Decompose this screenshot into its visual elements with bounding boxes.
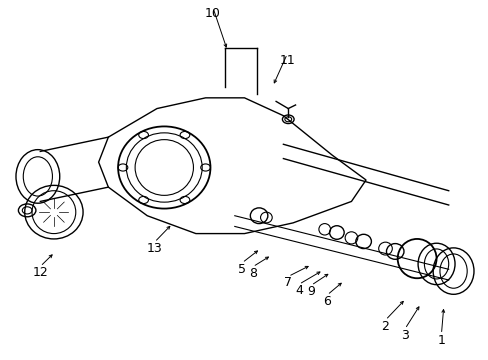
Text: 10: 10 xyxy=(204,8,221,21)
Text: 9: 9 xyxy=(306,285,314,298)
Text: 13: 13 xyxy=(146,242,162,255)
Text: 1: 1 xyxy=(437,334,445,347)
Text: 6: 6 xyxy=(323,295,330,308)
Text: 5: 5 xyxy=(238,263,245,276)
Text: 4: 4 xyxy=(294,284,302,297)
Text: 12: 12 xyxy=(32,266,48,279)
PathPatch shape xyxy=(99,98,366,234)
Text: 11: 11 xyxy=(279,54,295,67)
Text: 7: 7 xyxy=(284,276,292,289)
Text: 3: 3 xyxy=(400,329,408,342)
Text: 2: 2 xyxy=(381,320,388,333)
Text: 8: 8 xyxy=(248,267,256,280)
